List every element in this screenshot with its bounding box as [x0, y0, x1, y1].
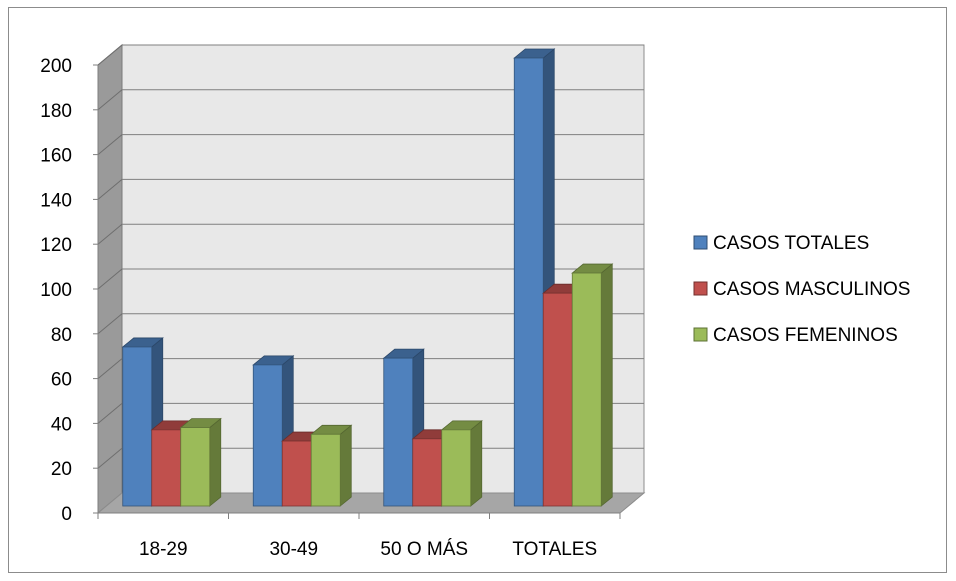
x-tick-label: 18-29	[139, 539, 188, 560]
bar	[151, 429, 182, 507]
x-tick-label: 50 O MÁS	[380, 539, 468, 560]
bar	[441, 429, 472, 507]
x-tick-label: 30-49	[269, 539, 318, 560]
bar	[383, 357, 414, 507]
bar	[122, 346, 153, 507]
y-tick-label: 80	[51, 325, 72, 346]
x-tick-label: TOTALES	[512, 539, 597, 560]
gridline-side	[97, 179, 123, 200]
gridline-side	[97, 134, 123, 155]
bar	[542, 292, 573, 507]
bar-side	[209, 417, 222, 507]
gridline-side	[97, 268, 123, 290]
gridline-side	[97, 89, 123, 111]
y-tick-label: 20	[51, 459, 72, 480]
bar-side	[600, 263, 613, 507]
bar-side	[339, 424, 352, 507]
y-tick-label: 120	[40, 235, 72, 256]
y-tick-label: 60	[51, 370, 72, 391]
bar	[281, 440, 312, 507]
legend-swatch	[693, 281, 708, 296]
legend-swatch	[693, 327, 708, 342]
y-tick-label: 140	[40, 190, 72, 211]
bar-side	[470, 419, 483, 507]
legend-swatch	[693, 235, 708, 250]
y-tick-label: 0	[61, 504, 72, 525]
bar	[252, 364, 283, 507]
gridline-side	[97, 44, 123, 66]
gridline-side	[97, 447, 123, 469]
gridline-side	[97, 223, 123, 245]
gridline-side	[97, 358, 123, 379]
bar	[571, 272, 602, 507]
y-tick-label: 100	[40, 280, 72, 301]
y-tick-label: 180	[40, 101, 72, 122]
gridline-side	[97, 313, 123, 335]
legend-label: CASOS MASCULINOS	[713, 279, 910, 300]
bar	[180, 427, 211, 507]
y-tick-label: 160	[40, 146, 72, 167]
legend-label: CASOS TOTALES	[713, 233, 869, 254]
bar	[310, 433, 341, 507]
y-tick-label: 200	[40, 56, 72, 77]
y-tick-label: 40	[51, 414, 72, 435]
bar	[513, 57, 544, 507]
legend-label: CASOS FEMENINOS	[713, 325, 898, 346]
gridline-side	[97, 403, 123, 424]
bar	[412, 438, 443, 507]
